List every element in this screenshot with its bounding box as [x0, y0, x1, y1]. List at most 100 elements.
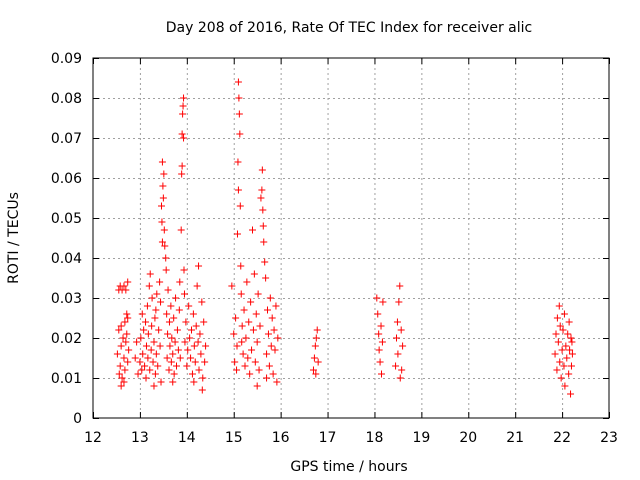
data-point [258, 166, 266, 174]
data-point [553, 314, 561, 322]
data-point [235, 94, 243, 102]
data-point [264, 306, 272, 314]
data-point [237, 290, 245, 298]
data-point [190, 378, 198, 386]
data-point [373, 294, 381, 302]
data-point [271, 346, 279, 354]
data-point [233, 366, 241, 374]
data-point [188, 326, 196, 334]
data-point [313, 326, 321, 334]
data-point [253, 382, 261, 390]
data-point [379, 298, 387, 306]
data-point [265, 362, 273, 370]
data-point [273, 378, 281, 386]
data-point [159, 182, 167, 190]
x-tick-label: 16 [272, 430, 290, 446]
data-point [176, 278, 184, 286]
data-point [172, 362, 180, 370]
data-point [268, 314, 276, 322]
data-point [185, 302, 193, 310]
data-point [167, 358, 175, 366]
axis-ticks [93, 58, 610, 419]
data-point [567, 390, 575, 398]
data-point [193, 282, 201, 290]
data-point [152, 350, 160, 358]
data-point [559, 326, 567, 334]
data-point [254, 290, 262, 298]
data-point [233, 342, 241, 350]
data-point [178, 162, 186, 170]
data-point [261, 258, 269, 266]
y-tick-labels: 0 0.01 0.02 0.03 0.04 0.05 0.06 0.07 0.08 0.09 [51, 51, 82, 427]
y-tick-label: 0.01 [51, 371, 82, 387]
data-point [199, 374, 207, 382]
data-point [139, 350, 147, 358]
data-point [234, 186, 242, 194]
data-point [157, 298, 165, 306]
data-point [187, 354, 195, 362]
data-point [269, 370, 277, 378]
data-point [136, 358, 144, 366]
data-point [245, 318, 253, 326]
y-axis-title: ROTI / TECUs [6, 192, 22, 284]
data-point [174, 346, 182, 354]
data-point [152, 306, 160, 314]
data-point [151, 314, 159, 322]
data-point [249, 326, 257, 334]
data-point [263, 374, 271, 382]
data-point [396, 282, 404, 290]
data-point [244, 354, 252, 362]
data-point [177, 226, 185, 234]
data-point [200, 318, 208, 326]
data-point [142, 374, 150, 382]
data-point [147, 346, 155, 354]
data-point [179, 102, 187, 110]
x-tick-label: 20 [459, 430, 477, 446]
x-tick-label: 17 [319, 430, 337, 446]
data-point [555, 302, 563, 310]
data-point [160, 170, 168, 178]
data-point [123, 330, 131, 338]
data-point [198, 386, 206, 394]
data-point [170, 314, 178, 322]
data-point [165, 318, 173, 326]
data-point [119, 334, 127, 342]
data-point [123, 310, 131, 318]
data-point [560, 310, 568, 318]
data-point [201, 358, 209, 366]
data-point [164, 330, 172, 338]
data-point [195, 262, 203, 270]
x-tick-label: 15 [225, 430, 243, 446]
data-point [376, 358, 384, 366]
data-point [144, 330, 152, 338]
data-point [122, 286, 130, 294]
data-point [124, 358, 132, 366]
data-point [246, 370, 254, 378]
data-point [398, 366, 406, 374]
data-point [377, 370, 385, 378]
data-point [163, 310, 171, 318]
grid-lines [93, 58, 609, 418]
data-point [260, 238, 268, 246]
data-point [553, 366, 561, 374]
data-point [234, 158, 242, 166]
data-point [169, 378, 177, 386]
data-point [161, 242, 169, 250]
data-point [233, 230, 241, 238]
y-tick-label: 0.08 [51, 91, 82, 107]
data-point [392, 362, 400, 370]
x-tick-label: 14 [178, 430, 196, 446]
data-point [396, 374, 404, 382]
x-tick-label: 22 [553, 430, 571, 446]
data-point [393, 334, 401, 342]
data-point [236, 202, 244, 210]
data-point [248, 226, 256, 234]
data-point [156, 342, 164, 350]
data-point [153, 290, 161, 298]
data-point [178, 170, 186, 178]
data-point [264, 330, 272, 338]
data-point [142, 318, 150, 326]
data-point [192, 322, 200, 330]
data-point [115, 326, 123, 334]
x-axis-title: GPS time / hours [290, 459, 407, 475]
